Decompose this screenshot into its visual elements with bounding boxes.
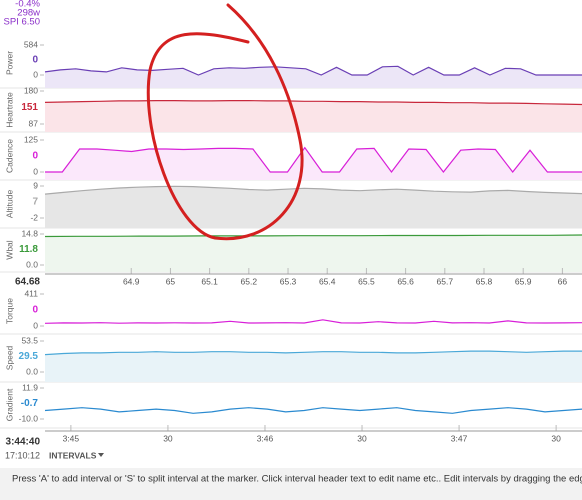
status-bar (0, 468, 582, 500)
area (45, 351, 582, 382)
current-value: -0.7 (21, 398, 39, 409)
area (45, 186, 582, 228)
current-value: 151 (21, 102, 38, 113)
intervals-button[interactable]: INTERVALS (49, 450, 97, 460)
axis-label: Altitude (4, 190, 14, 219)
y-tick-label: 14.8 (21, 228, 38, 238)
current-value: 0 (32, 151, 38, 162)
axis-label: Torque (4, 298, 14, 324)
x-tick-label: 64.9 (123, 276, 140, 286)
current-value: 11.8 (19, 244, 38, 255)
x-tick-label: 3:47 (451, 433, 468, 443)
y-tick-label: 0 (33, 320, 38, 330)
x-tick-label: 30 (357, 433, 367, 443)
x-tick-label: 65.6 (397, 276, 414, 286)
y-tick-label: 9 (33, 180, 38, 190)
axis-label: Cadence (4, 139, 14, 173)
current-value: 0 (32, 55, 38, 66)
y-tick-label: -2 (30, 212, 38, 222)
line (44, 185, 582, 195)
x-tick-label: 65.3 (280, 276, 297, 286)
axis-label: Wbal (4, 240, 14, 259)
axis-label: Gradient (4, 388, 14, 421)
x-tick-label: 65.9 (515, 276, 532, 286)
x-tick-label: 65 (166, 276, 176, 286)
y-tick-label: 584 (24, 39, 38, 49)
axis-label: Speed (4, 345, 14, 370)
header-line: 298w (17, 8, 40, 19)
y-tick-label: 0 (33, 69, 38, 79)
header-line: SPI 6.50 (4, 17, 40, 28)
y-tick-label: -10.0 (19, 413, 39, 423)
axis-label: Power (4, 51, 14, 75)
y-tick-label: 0.0 (26, 259, 38, 269)
x-tick-label: 65.4 (319, 276, 336, 286)
axis-label: Heartrate (4, 92, 14, 128)
line (45, 146, 582, 174)
area (45, 100, 582, 132)
distance-start: 64.68 (15, 277, 40, 288)
y-tick-label: 53.5 (21, 335, 38, 345)
y-tick-label: 411 (24, 288, 38, 298)
y-tick-label: 0 (33, 166, 38, 176)
annotation-circle (146, 3, 304, 241)
time-start: 3:44:40 (6, 437, 41, 448)
clock: 17:10:12 (5, 450, 40, 460)
area (45, 66, 582, 88)
y-tick-label: 11.9 (22, 382, 38, 392)
y-tick-label: 87 (29, 118, 39, 128)
line (44, 234, 582, 238)
x-tick-label: 65.7 (437, 276, 454, 286)
x-tick-label: 30 (551, 433, 561, 443)
y-tick-label: 125 (24, 134, 38, 144)
header-line: -0.4% (15, 0, 40, 10)
x-tick-label: 65.8 (476, 276, 493, 286)
x-tick-label: 30 (163, 433, 173, 443)
current-value: 0 (32, 305, 38, 316)
x-tick-label: 3:45 (63, 433, 80, 443)
dropdown-arrow[interactable] (98, 453, 104, 457)
x-tick-label: 65.2 (241, 276, 258, 286)
x-tick-label: 65.5 (358, 276, 375, 286)
line (44, 350, 582, 356)
status-text: Press 'A' to add interval or 'S' to spli… (12, 474, 582, 485)
current-value: 29.5 (19, 351, 39, 362)
y-tick-label: 180 (24, 85, 38, 95)
x-tick-label: 65.1 (201, 276, 218, 286)
area (45, 235, 582, 272)
y-tick-label: 0.0 (26, 366, 38, 376)
line (44, 319, 582, 324)
area (45, 147, 582, 180)
line (44, 407, 582, 414)
line (44, 65, 582, 76)
x-tick-label: 3:46 (257, 433, 274, 443)
line (44, 100, 582, 106)
x-tick-label: 66 (558, 276, 568, 286)
current-value: 7 (32, 197, 38, 208)
